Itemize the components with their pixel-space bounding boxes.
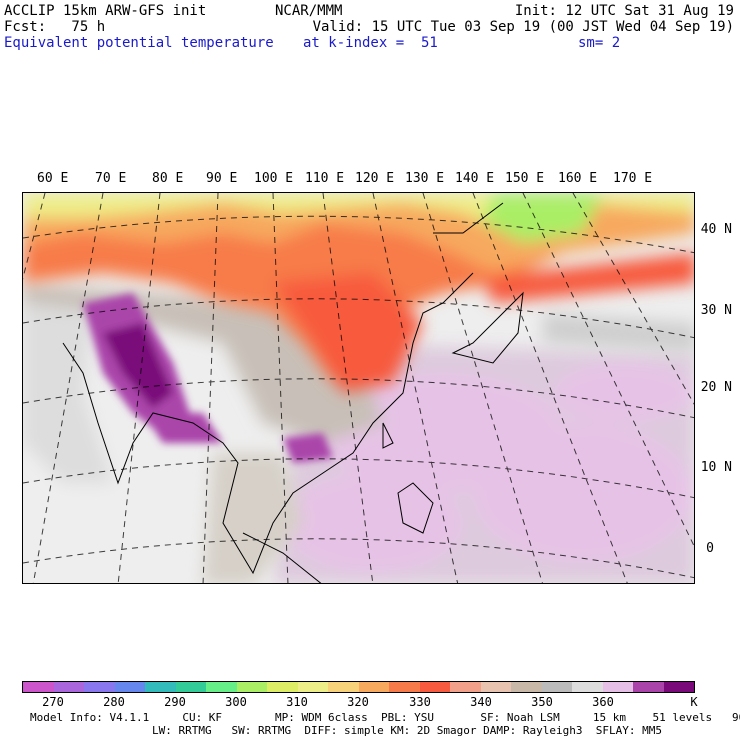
smoothing-label: sm= 2: [578, 35, 621, 51]
lon-label: 120 E: [355, 171, 395, 186]
lon-label: 160 E: [558, 171, 598, 186]
init-time: Init: 12 UTC Sat 31 Aug 19: [514, 3, 734, 19]
colorbar-swatch: [53, 682, 84, 692]
lon-label: 90 E: [206, 171, 238, 186]
lon-label: 140 E: [455, 171, 495, 186]
lat-label: 30 N: [700, 303, 732, 318]
colorbar-swatch: [114, 682, 145, 692]
model-title: ACCLIP 15km ARW-GFS init: [4, 3, 207, 19]
colorbar-swatch: [450, 682, 481, 692]
colorbar-swatch: [389, 682, 420, 692]
lon-label: 150 E: [505, 171, 545, 186]
lat-label: 20 N: [700, 380, 732, 395]
colorbar-tick: 350: [531, 695, 553, 709]
colorbar-tick: 320: [347, 695, 369, 709]
colorbar-tick: 300: [225, 695, 247, 709]
colorbar-swatch: [541, 682, 572, 692]
colorbar-swatch: [267, 682, 298, 692]
colorbar-swatch: [633, 682, 664, 692]
organization-label: NCAR/MMM: [275, 3, 343, 19]
colorbar-unit: K: [690, 695, 698, 709]
lon-label: 60 E: [37, 171, 69, 186]
map-graphic: [23, 193, 694, 583]
colorbar-tick: 270: [42, 695, 64, 709]
colorbar-swatch: [297, 682, 328, 692]
colorbar-swatch: [602, 682, 633, 692]
colorbar-swatch: [84, 682, 115, 692]
colorbar-swatch: [663, 682, 694, 692]
field-name: Equivalent potential temperature: [4, 35, 274, 51]
lon-label: 110 E: [305, 171, 345, 186]
colorbar-swatch: [175, 682, 206, 692]
colorbar-tick: 340: [470, 695, 492, 709]
equivalent-potential-temperature-map: [22, 192, 695, 584]
colorbar-swatch: [419, 682, 450, 692]
lon-label: 80 E: [152, 171, 184, 186]
lon-label: 170 E: [613, 171, 653, 186]
colorbar-tick: 290: [164, 695, 186, 709]
lon-label: 100 E: [254, 171, 294, 186]
colorbar-swatch: [358, 682, 389, 692]
valid-time: Valid: 15 UTC Tue 03 Sep 19 (00 JST Wed …: [312, 19, 734, 35]
colorbar-tick: 310: [286, 695, 308, 709]
lon-label: 70 E: [95, 171, 127, 186]
model-physics: LW: RRTMG SW: RRTMG DIFF: simple KM: 2D …: [152, 724, 662, 737]
forecast-hour: Fcst: 75 h: [4, 19, 106, 35]
colorbar-swatch: [206, 682, 237, 692]
colorbar-tick: 280: [103, 695, 125, 709]
colorbar: [22, 681, 695, 693]
lat-label: 10 N: [700, 460, 732, 475]
colorbar-swatch: [23, 682, 54, 692]
colorbar-tick: 360: [592, 695, 614, 709]
colorbar-tick: 330: [409, 695, 431, 709]
lon-label: 130 E: [405, 171, 445, 186]
colorbar-swatch: [572, 682, 603, 692]
lat-label: 40 N: [700, 222, 732, 237]
colorbar-swatch: [236, 682, 267, 692]
colorbar-swatch: [480, 682, 511, 692]
model-info: Model Info: V4.1.1 CU: KF MP: WDM 6class…: [30, 711, 740, 724]
colorbar-swatch: [511, 682, 542, 692]
lat-label: 0: [706, 541, 714, 556]
colorbar-swatch: [145, 682, 176, 692]
colorbar-swatch: [328, 682, 359, 692]
level-label: at k-index = 51: [303, 35, 438, 51]
